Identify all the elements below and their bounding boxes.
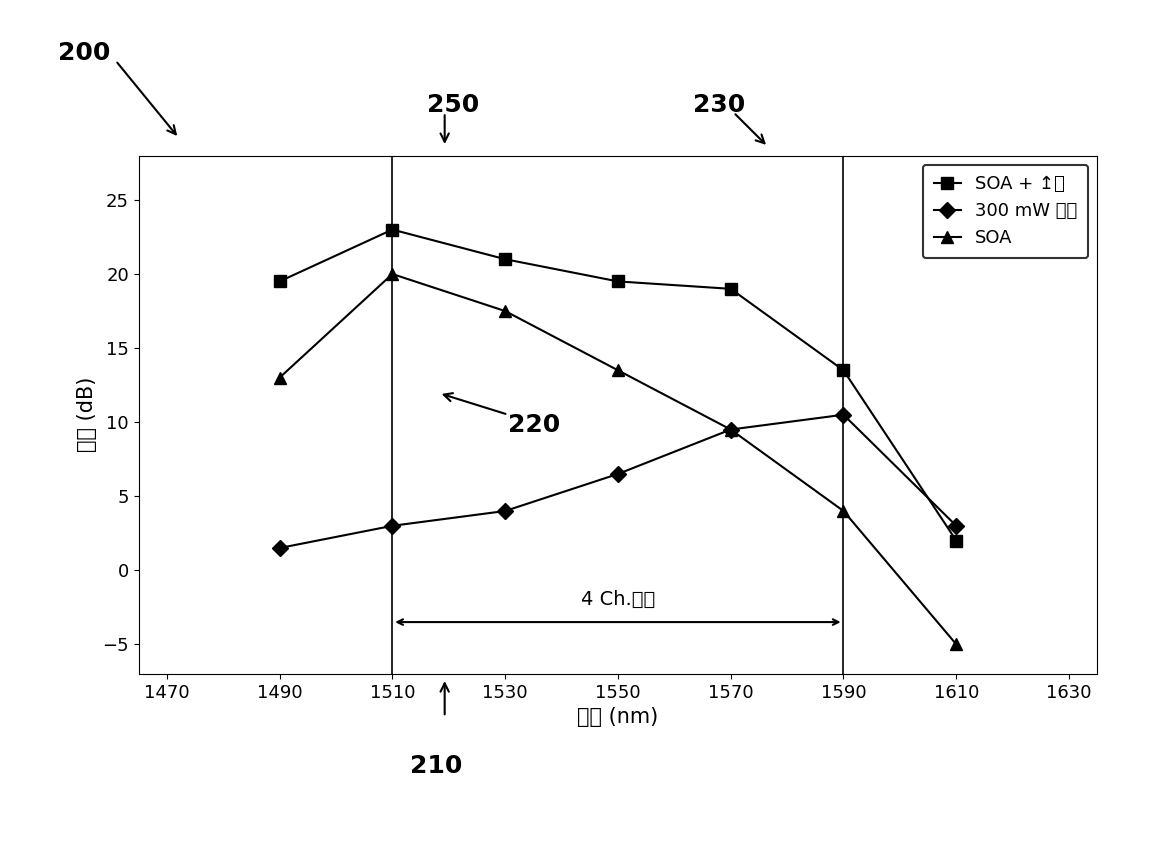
Line: SOA + ↥曼: SOA + ↥曼	[274, 224, 962, 546]
Text: 210: 210	[410, 754, 462, 778]
SOA + ↥曼	[498, 254, 512, 264]
300 mW 泵浦	[724, 424, 738, 435]
SOA	[611, 365, 625, 376]
SOA	[836, 505, 850, 516]
Text: 200: 200	[58, 41, 110, 66]
300 mW 泵浦	[836, 410, 850, 420]
SOA + ↥曼	[611, 276, 625, 287]
SOA + ↥曼	[949, 536, 963, 546]
Legend: SOA + ↥曼, 300 mW 泵浦, SOA: SOA + ↥曼, 300 mW 泵浦, SOA	[923, 164, 1088, 258]
300 mW 泵浦	[949, 521, 963, 531]
SOA	[724, 424, 738, 435]
300 mW 泵浦	[611, 469, 625, 480]
SOA + ↥曼	[724, 283, 738, 294]
SOA	[949, 639, 963, 650]
Text: 220: 220	[508, 413, 560, 437]
Text: 230: 230	[693, 93, 745, 118]
SOA + ↥曼	[386, 225, 400, 235]
SOA + ↥曼	[273, 276, 286, 287]
Y-axis label: 增益 (dB): 增益 (dB)	[76, 377, 97, 453]
SOA + ↥曼	[836, 365, 850, 376]
300 mW 泵浦	[498, 505, 512, 516]
Text: 250: 250	[427, 93, 479, 118]
SOA	[386, 269, 400, 279]
Line: 300 mW 泵浦: 300 mW 泵浦	[274, 410, 962, 554]
300 mW 泵浦	[386, 521, 400, 531]
SOA	[273, 372, 286, 383]
X-axis label: 波长 (nm): 波长 (nm)	[578, 708, 658, 727]
Line: SOA: SOA	[274, 269, 962, 650]
SOA	[498, 306, 512, 316]
300 mW 泵浦	[273, 543, 286, 553]
Text: 4 Ch.波段: 4 Ch.波段	[581, 590, 655, 609]
